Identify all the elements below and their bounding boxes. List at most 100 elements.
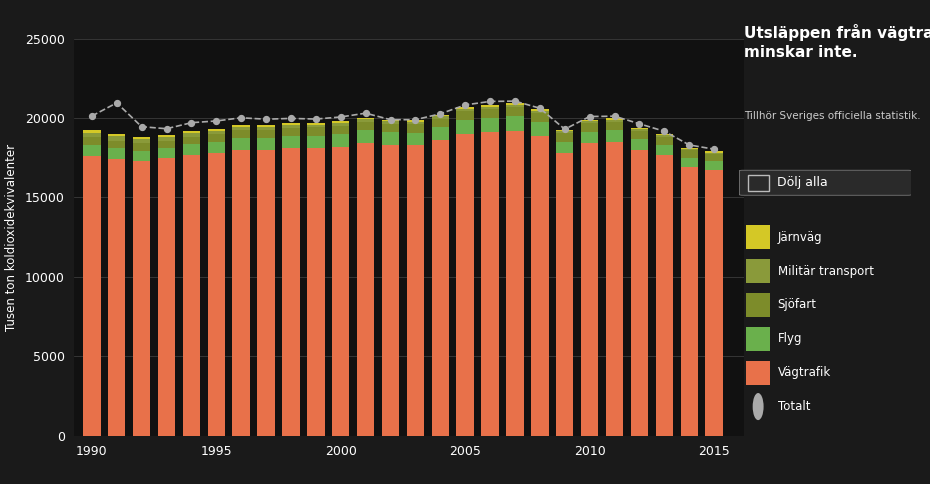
Bar bbox=[531, 122, 549, 136]
Bar bbox=[556, 153, 574, 436]
Bar bbox=[158, 137, 175, 141]
Bar bbox=[581, 121, 598, 123]
Point bbox=[607, 112, 622, 120]
Bar bbox=[681, 148, 698, 149]
Bar bbox=[605, 122, 623, 130]
Bar bbox=[531, 136, 549, 436]
Bar bbox=[83, 145, 100, 156]
Bar bbox=[681, 149, 698, 151]
Bar bbox=[232, 125, 250, 127]
Bar bbox=[282, 128, 299, 136]
Bar bbox=[656, 135, 673, 137]
Bar bbox=[207, 134, 225, 142]
Bar bbox=[307, 124, 325, 127]
Text: Vägtrafik: Vägtrafik bbox=[777, 366, 830, 379]
Bar bbox=[605, 130, 623, 142]
Bar bbox=[232, 127, 250, 130]
Bar bbox=[133, 151, 151, 161]
Bar bbox=[382, 133, 399, 145]
Bar bbox=[332, 134, 350, 147]
Bar bbox=[158, 148, 175, 158]
Bar bbox=[432, 116, 449, 119]
Bar bbox=[556, 142, 574, 153]
Bar bbox=[207, 153, 225, 436]
Point bbox=[508, 97, 523, 105]
Point bbox=[657, 127, 671, 135]
Bar bbox=[457, 120, 474, 134]
Bar bbox=[258, 150, 274, 436]
Bar bbox=[556, 132, 574, 134]
Point bbox=[85, 112, 100, 120]
Bar bbox=[631, 131, 648, 139]
Bar bbox=[83, 137, 100, 145]
Bar bbox=[457, 107, 474, 109]
Bar bbox=[158, 135, 175, 137]
Bar bbox=[83, 156, 100, 436]
Bar bbox=[531, 109, 549, 111]
Bar bbox=[108, 136, 126, 141]
Bar bbox=[307, 123, 325, 124]
Bar bbox=[232, 138, 250, 150]
Bar bbox=[307, 136, 325, 148]
Bar bbox=[457, 111, 474, 120]
Bar bbox=[357, 143, 375, 436]
Circle shape bbox=[752, 393, 764, 420]
Point bbox=[233, 114, 248, 121]
Bar bbox=[108, 141, 126, 148]
Bar bbox=[482, 107, 498, 109]
Bar bbox=[332, 123, 350, 125]
Point bbox=[209, 117, 224, 125]
Text: Dölj alla: Dölj alla bbox=[777, 176, 828, 189]
Bar bbox=[747, 327, 770, 351]
Bar bbox=[506, 104, 524, 105]
Text: Totalt: Totalt bbox=[777, 400, 810, 413]
Bar bbox=[706, 170, 723, 436]
Bar bbox=[357, 122, 375, 131]
FancyBboxPatch shape bbox=[739, 170, 911, 195]
Bar bbox=[631, 129, 648, 131]
Text: Flyg: Flyg bbox=[777, 333, 803, 345]
Point bbox=[259, 115, 273, 123]
Bar bbox=[605, 120, 623, 122]
Point bbox=[358, 109, 373, 117]
Bar bbox=[357, 118, 375, 120]
Point bbox=[483, 98, 498, 106]
Bar bbox=[382, 145, 399, 436]
Bar bbox=[258, 138, 274, 150]
Bar bbox=[482, 109, 498, 118]
Bar bbox=[406, 145, 424, 436]
Text: Utsläppen från vägtrafik
minskar inte.: Utsläppen från vägtrafik minskar inte. bbox=[744, 24, 930, 60]
Bar bbox=[432, 119, 449, 127]
Bar bbox=[457, 109, 474, 111]
Bar bbox=[747, 259, 770, 283]
Bar bbox=[581, 132, 598, 143]
Text: Järnväg: Järnväg bbox=[777, 231, 822, 243]
Point bbox=[408, 116, 423, 123]
Point bbox=[383, 116, 398, 123]
Bar bbox=[581, 143, 598, 436]
Y-axis label: Tusen ton koldioxidekvivalenter: Tusen ton koldioxidekvivalenter bbox=[5, 144, 18, 331]
Bar bbox=[406, 133, 424, 145]
Point bbox=[707, 145, 722, 153]
Bar bbox=[133, 139, 151, 143]
Bar bbox=[531, 111, 549, 113]
Point bbox=[333, 113, 348, 121]
Bar bbox=[382, 124, 399, 133]
Bar bbox=[207, 129, 225, 131]
Bar bbox=[108, 148, 126, 159]
Point bbox=[557, 125, 572, 133]
Bar bbox=[631, 139, 648, 150]
Bar bbox=[182, 133, 200, 136]
Bar bbox=[133, 143, 151, 151]
Bar bbox=[182, 154, 200, 436]
Point bbox=[159, 125, 174, 133]
Bar bbox=[581, 120, 598, 121]
Bar bbox=[432, 127, 449, 140]
Point bbox=[309, 115, 324, 123]
Bar bbox=[432, 140, 449, 436]
Point bbox=[682, 141, 697, 149]
Point bbox=[582, 113, 597, 121]
Bar bbox=[133, 161, 151, 436]
Bar bbox=[706, 152, 723, 154]
Bar bbox=[258, 127, 274, 130]
